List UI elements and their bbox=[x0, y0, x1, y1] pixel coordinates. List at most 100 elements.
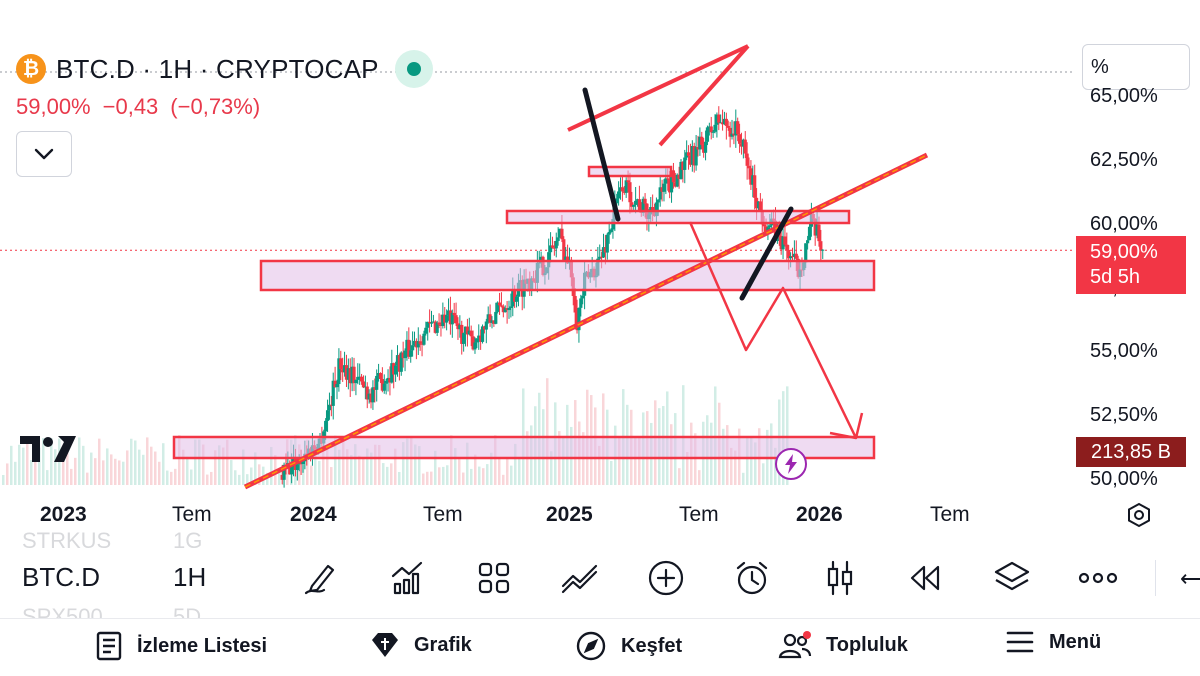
candle-body bbox=[783, 236, 787, 245]
symbol-header[interactable]: ₿ BTC.D · 1H · CRYPTOCAP bbox=[16, 50, 433, 88]
candle-body bbox=[747, 165, 751, 169]
volume-bar bbox=[70, 468, 73, 485]
nav-menu[interactable]: Menü bbox=[1005, 630, 1101, 654]
candle-body bbox=[295, 464, 299, 470]
volume-bar bbox=[478, 466, 481, 485]
more-icon[interactable] bbox=[1076, 556, 1120, 600]
candle-body bbox=[705, 127, 710, 142]
volume-bar bbox=[746, 437, 749, 485]
indicators-icon[interactable] bbox=[386, 556, 430, 600]
candle-body bbox=[509, 306, 513, 308]
collapse-toolbar-icon[interactable]: ⟵ bbox=[1180, 566, 1200, 591]
candle-body bbox=[373, 387, 377, 390]
candle-body bbox=[749, 168, 753, 185]
market-status-icon[interactable] bbox=[394, 50, 433, 88]
candle-body bbox=[497, 302, 502, 306]
candle-body bbox=[609, 229, 613, 232]
candle-body bbox=[367, 393, 371, 400]
alert-clock-icon[interactable] bbox=[730, 556, 774, 600]
nav-community-label: Topluluk bbox=[826, 633, 908, 656]
candle-body bbox=[475, 338, 479, 343]
nav-chart[interactable]: Grafik bbox=[370, 630, 472, 660]
candle-body bbox=[390, 363, 394, 383]
collapse-legend-button[interactable] bbox=[16, 131, 72, 177]
volume-bar bbox=[10, 445, 13, 485]
volume-bar bbox=[338, 449, 341, 485]
candle-body bbox=[325, 410, 330, 421]
candle-body bbox=[622, 191, 626, 193]
nav-community[interactable]: Topluluk bbox=[778, 630, 908, 660]
candle-body bbox=[724, 118, 728, 126]
candle-body bbox=[460, 324, 464, 344]
candle-body bbox=[817, 224, 821, 242]
candle-body bbox=[624, 180, 628, 193]
candle-body bbox=[501, 306, 505, 313]
price-chart[interactable] bbox=[0, 0, 1200, 540]
add-icon[interactable] bbox=[644, 556, 688, 600]
candle-body bbox=[456, 323, 460, 330]
candle-type-icon[interactable] bbox=[818, 556, 862, 600]
candle-body bbox=[560, 228, 564, 240]
volume-bar bbox=[346, 449, 349, 485]
volume-bar bbox=[146, 437, 149, 485]
volume-bar bbox=[418, 446, 421, 485]
candle-body bbox=[435, 322, 439, 333]
projection-arrowhead bbox=[829, 412, 864, 440]
scale-mode-button[interactable]: % bbox=[1082, 44, 1190, 90]
nav-watchlist[interactable]: İzleme Listesi bbox=[95, 630, 267, 662]
candle-body bbox=[815, 224, 819, 236]
y-tick-label: 62,50% bbox=[1090, 148, 1158, 171]
candle-body bbox=[719, 122, 723, 124]
volume-bar bbox=[122, 461, 125, 485]
volume-bar bbox=[266, 472, 269, 485]
candle-body bbox=[675, 174, 679, 187]
candle-body bbox=[685, 152, 689, 158]
candle-body bbox=[673, 182, 677, 187]
volume-bar bbox=[750, 438, 753, 485]
volume-tag: 213,85 B bbox=[1076, 437, 1186, 467]
symbol-picker[interactable]: BTC.D bbox=[22, 562, 100, 592]
symbol-title[interactable]: BTC.D · 1H · CRYPTOCAP bbox=[56, 53, 379, 84]
volume-bar bbox=[486, 464, 489, 485]
volume-bar bbox=[734, 450, 737, 485]
chart-area[interactable] bbox=[0, 0, 1200, 540]
candle-body bbox=[424, 327, 428, 334]
volume-bar bbox=[50, 438, 53, 485]
settings-gear-icon[interactable] bbox=[1124, 500, 1154, 530]
candle-body bbox=[643, 198, 647, 204]
price-change-pct: (−0,73%) bbox=[170, 94, 261, 119]
chart-compare-icon[interactable] bbox=[558, 556, 602, 600]
volume-bar bbox=[78, 437, 81, 485]
candle-body bbox=[698, 136, 702, 150]
volume-bar bbox=[326, 445, 329, 485]
templates-grid-icon[interactable] bbox=[472, 556, 516, 600]
drawings bbox=[172, 44, 929, 490]
candle-body bbox=[702, 144, 706, 153]
volume-bar bbox=[114, 458, 117, 485]
candle-body bbox=[399, 352, 403, 372]
resistance-zone bbox=[505, 209, 851, 225]
volume-bar bbox=[202, 444, 205, 485]
toolbar-separator bbox=[1155, 560, 1156, 596]
candle-body bbox=[392, 363, 396, 375]
volume-bar bbox=[66, 441, 69, 485]
replay-icon[interactable] bbox=[904, 556, 948, 600]
drawing-pen-icon[interactable] bbox=[298, 556, 342, 600]
candle-body bbox=[354, 379, 358, 384]
y-tick-label: 65,00% bbox=[1090, 85, 1158, 107]
nav-explore-label: Keşfet bbox=[621, 634, 683, 657]
flash-icon[interactable] bbox=[775, 448, 807, 480]
nav-explore[interactable]: Keşfet bbox=[575, 630, 682, 662]
volume-bar bbox=[182, 449, 185, 485]
interval-picker[interactable]: 1H bbox=[173, 562, 207, 592]
candle-body bbox=[359, 376, 364, 382]
volume-bar bbox=[394, 448, 397, 485]
volume-bar bbox=[318, 460, 321, 485]
volume-bar bbox=[150, 446, 153, 485]
menu-icon bbox=[1006, 631, 1034, 653]
volume-bar bbox=[494, 435, 497, 485]
candle-body bbox=[598, 256, 602, 259]
candle-body bbox=[433, 321, 437, 333]
volume-bar bbox=[190, 469, 193, 485]
layers-icon[interactable] bbox=[990, 556, 1034, 600]
